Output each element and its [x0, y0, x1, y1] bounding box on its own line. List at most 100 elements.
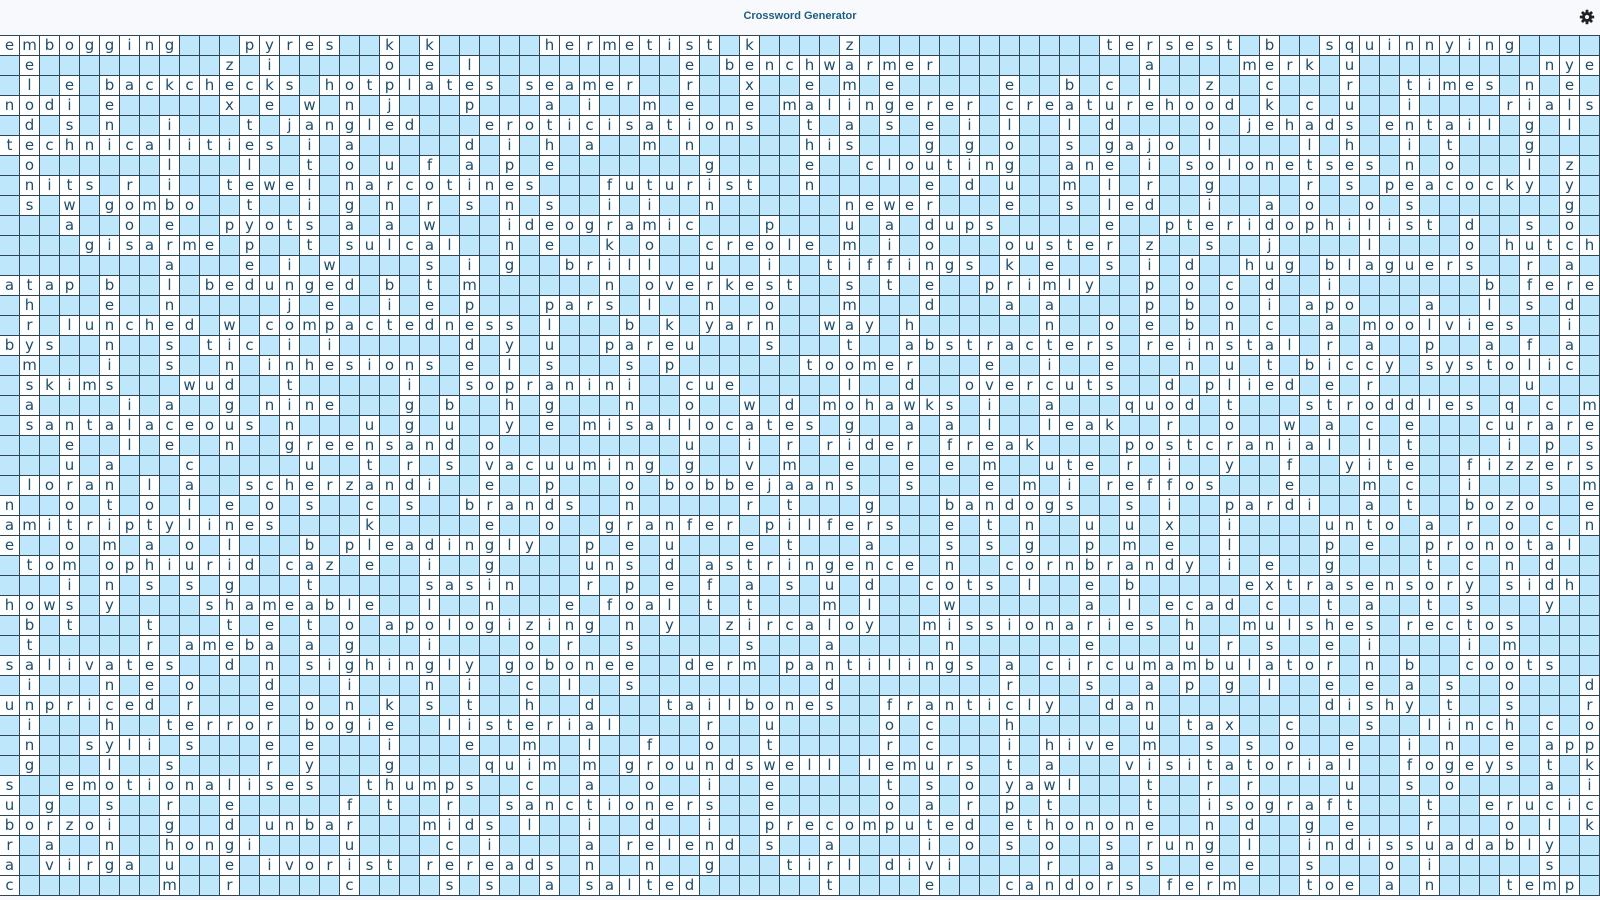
letter-cell[interactable]: e: [1100, 156, 1120, 176]
letter-cell[interactable]: s: [100, 796, 120, 816]
letter-cell[interactable]: u: [680, 436, 700, 456]
letter-cell[interactable]: k: [420, 36, 440, 56]
letter-cell[interactable]: i: [900, 656, 920, 676]
letter-cell[interactable]: a: [880, 216, 900, 236]
letter-cell[interactable]: b: [0, 816, 20, 836]
letter-cell[interactable]: s: [1460, 356, 1480, 376]
letter-cell[interactable]: u: [440, 416, 460, 436]
letter-cell[interactable]: s: [40, 336, 60, 356]
letter-cell[interactable]: l: [180, 496, 200, 516]
letter-cell[interactable]: s: [1480, 76, 1500, 96]
letter-cell[interactable]: k: [600, 236, 620, 256]
letter-cell[interactable]: r: [1320, 336, 1340, 356]
letter-cell[interactable]: n: [600, 276, 620, 296]
letter-cell[interactable]: o: [1520, 496, 1540, 516]
letter-cell[interactable]: o: [1300, 196, 1320, 216]
letter-cell[interactable]: o: [940, 576, 960, 596]
letter-cell[interactable]: o: [1420, 576, 1440, 596]
letter-cell[interactable]: b: [300, 816, 320, 836]
letter-cell[interactable]: a: [620, 216, 640, 236]
letter-cell[interactable]: a: [140, 536, 160, 556]
letter-cell[interactable]: m: [1140, 736, 1160, 756]
letter-cell[interactable]: f: [1460, 456, 1480, 476]
letter-cell[interactable]: d: [680, 656, 700, 676]
letter-cell[interactable]: n: [480, 596, 500, 616]
letter-cell[interactable]: o: [300, 856, 320, 876]
letter-cell[interactable]: s: [1360, 716, 1380, 736]
letter-cell[interactable]: h: [540, 136, 560, 156]
letter-cell[interactable]: n: [220, 356, 240, 376]
letter-cell[interactable]: i: [1400, 96, 1420, 116]
letter-cell[interactable]: l: [1420, 396, 1440, 416]
letter-cell[interactable]: l: [1480, 116, 1500, 136]
letter-cell[interactable]: e: [300, 36, 320, 56]
letter-cell[interactable]: s: [940, 536, 960, 556]
letter-cell[interactable]: i: [1560, 796, 1580, 816]
letter-cell[interactable]: w: [820, 316, 840, 336]
letter-cell[interactable]: p: [1140, 296, 1160, 316]
letter-cell[interactable]: s: [260, 776, 280, 796]
letter-cell[interactable]: l: [1020, 576, 1040, 596]
letter-cell[interactable]: r: [1280, 56, 1300, 76]
letter-cell[interactable]: b: [1320, 256, 1340, 276]
letter-cell[interactable]: r: [1500, 96, 1520, 116]
letter-cell[interactable]: e: [920, 876, 940, 896]
letter-cell[interactable]: t: [1300, 156, 1320, 176]
letter-cell[interactable]: n: [1580, 516, 1600, 536]
letter-cell[interactable]: m: [1240, 56, 1260, 76]
letter-cell[interactable]: i: [380, 296, 400, 316]
letter-cell[interactable]: e: [880, 436, 900, 456]
letter-cell[interactable]: a: [1320, 576, 1340, 596]
letter-cell[interactable]: i: [440, 816, 460, 836]
letter-cell[interactable]: a: [1060, 156, 1080, 176]
letter-cell[interactable]: f: [860, 256, 880, 276]
letter-cell[interactable]: a: [400, 536, 420, 556]
letter-cell[interactable]: d: [780, 396, 800, 416]
letter-cell[interactable]: h: [220, 596, 240, 616]
letter-cell[interactable]: n: [1140, 556, 1160, 576]
letter-cell[interactable]: a: [820, 636, 840, 656]
letter-cell[interactable]: x: [1160, 516, 1180, 536]
letter-cell[interactable]: s: [1460, 396, 1480, 416]
letter-cell[interactable]: d: [960, 176, 980, 196]
letter-cell[interactable]: e: [1240, 856, 1260, 876]
letter-cell[interactable]: t: [240, 196, 260, 216]
letter-cell[interactable]: p: [1180, 676, 1200, 696]
letter-cell[interactable]: i: [780, 556, 800, 576]
letter-cell[interactable]: r: [760, 556, 780, 576]
letter-cell[interactable]: r: [260, 756, 280, 776]
letter-cell[interactable]: h: [1500, 236, 1520, 256]
letter-cell[interactable]: t: [1180, 216, 1200, 236]
letter-cell[interactable]: c: [1260, 596, 1280, 616]
letter-cell[interactable]: i: [160, 116, 180, 136]
letter-cell[interactable]: a: [580, 136, 600, 156]
letter-cell[interactable]: p: [660, 356, 680, 376]
letter-cell[interactable]: u: [1100, 96, 1120, 116]
letter-cell[interactable]: r: [1220, 636, 1240, 656]
letter-cell[interactable]: a: [580, 716, 600, 736]
letter-cell[interactable]: t: [640, 876, 660, 896]
letter-cell[interactable]: s: [1120, 876, 1140, 896]
letter-cell[interactable]: a: [1020, 876, 1040, 896]
letter-cell[interactable]: z: [1500, 456, 1520, 476]
letter-cell[interactable]: t: [660, 696, 680, 716]
letter-cell[interactable]: s: [420, 356, 440, 376]
letter-cell[interactable]: s: [520, 176, 540, 196]
letter-cell[interactable]: e: [1380, 116, 1400, 136]
letter-cell[interactable]: s: [1100, 836, 1120, 856]
letter-cell[interactable]: p: [60, 276, 80, 296]
letter-cell[interactable]: e: [780, 416, 800, 436]
letter-cell[interactable]: d: [400, 116, 420, 136]
letter-cell[interactable]: r: [1140, 336, 1160, 356]
letter-cell[interactable]: e: [1080, 456, 1100, 476]
letter-cell[interactable]: p: [1560, 876, 1580, 896]
letter-cell[interactable]: s: [1160, 436, 1180, 456]
letter-cell[interactable]: o: [460, 616, 480, 636]
letter-cell[interactable]: u: [1220, 656, 1240, 676]
letter-cell[interactable]: n: [1340, 516, 1360, 536]
letter-cell[interactable]: u: [1320, 516, 1340, 536]
letter-cell[interactable]: i: [400, 376, 420, 396]
letter-cell[interactable]: a: [500, 856, 520, 876]
letter-cell[interactable]: o: [1260, 756, 1280, 776]
letter-cell[interactable]: g: [500, 656, 520, 676]
